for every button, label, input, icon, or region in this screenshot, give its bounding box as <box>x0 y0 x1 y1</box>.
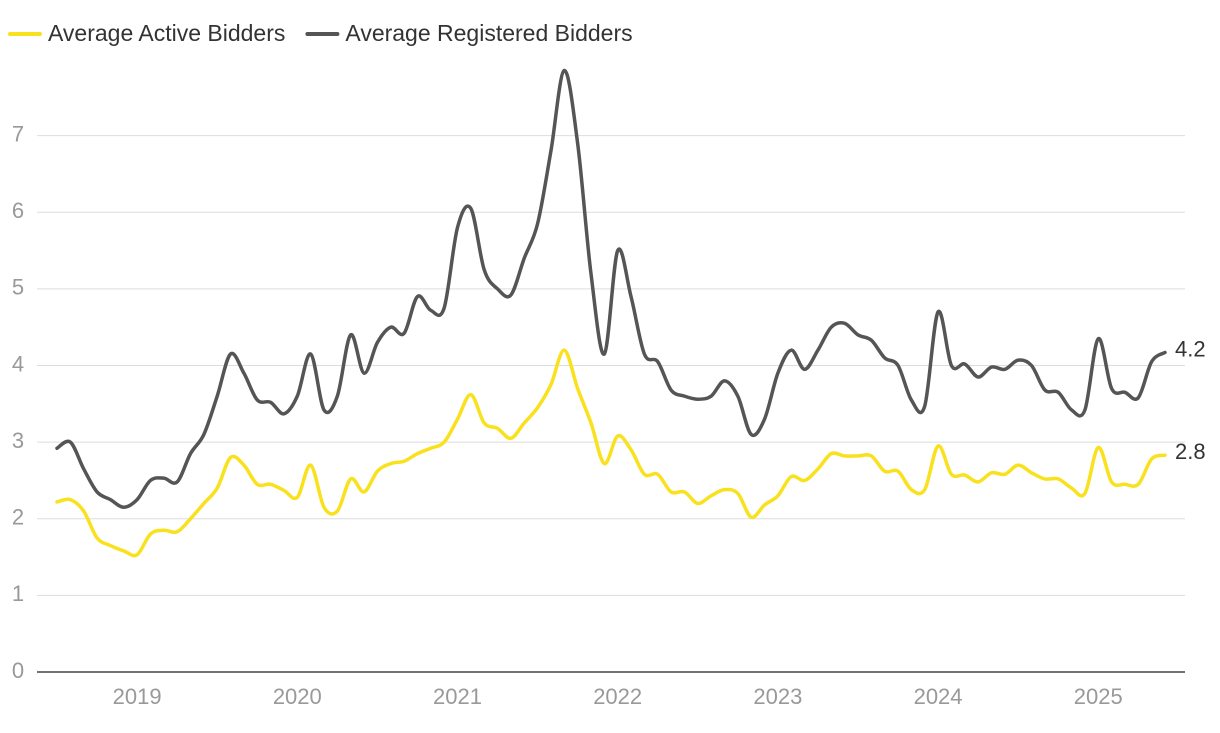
x-tick-label: 2024 <box>914 684 963 709</box>
x-tick-label: 2020 <box>273 684 322 709</box>
line-series <box>55 68 1167 510</box>
x-tick-label: 2021 <box>433 684 482 709</box>
y-tick-label: 4 <box>12 351 24 376</box>
y-tick-label: 6 <box>12 198 24 223</box>
legend-label: Average Active Bidders <box>48 20 285 46</box>
x-tick-label: 2022 <box>593 684 642 709</box>
y-tick-label: 5 <box>12 275 24 300</box>
x-tick-label: 2025 <box>1074 684 1123 709</box>
end-label: 4.2 <box>1175 336 1206 361</box>
x-tick-label: 2023 <box>753 684 802 709</box>
legend-label: Average Registered Bidders <box>345 20 632 46</box>
y-tick-label: 7 <box>12 121 24 146</box>
y-tick-label: 1 <box>12 581 24 606</box>
x-tick-label: 2019 <box>113 684 162 709</box>
end-label: 2.8 <box>1175 439 1206 464</box>
y-tick-label: 2 <box>12 505 24 530</box>
line-series <box>55 348 1167 558</box>
y-tick-label: 3 <box>12 428 24 453</box>
y-tick-label: 0 <box>12 658 24 683</box>
